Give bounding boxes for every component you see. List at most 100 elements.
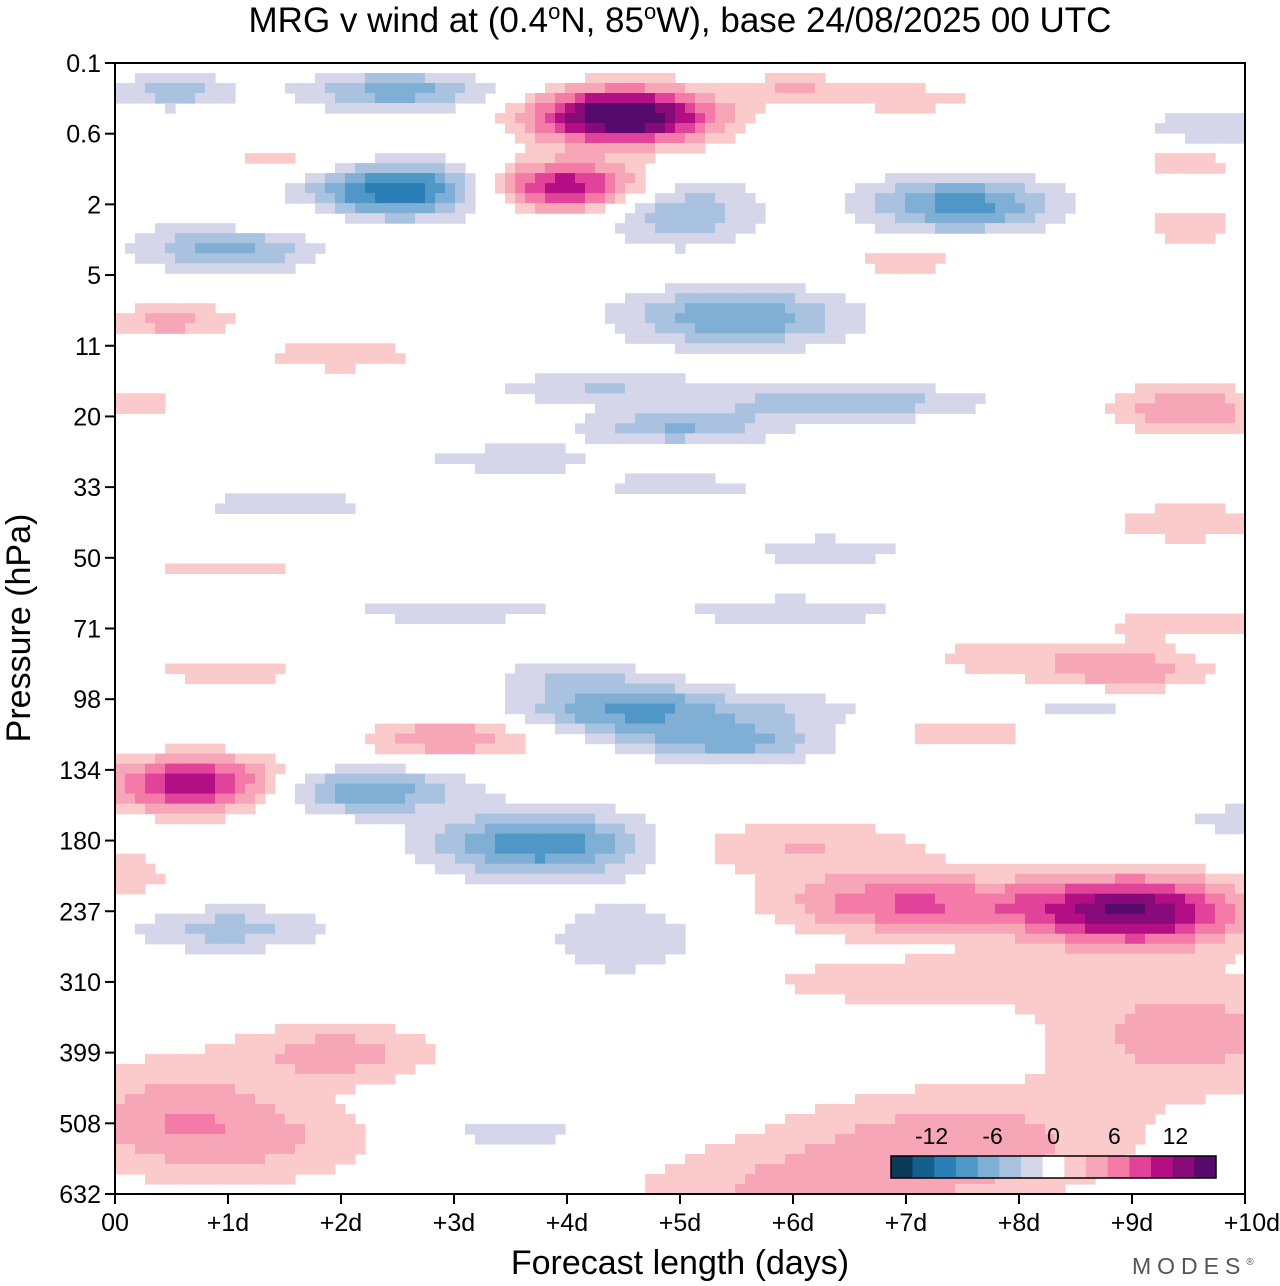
heatmap-cell — [475, 813, 486, 825]
heatmap-cell — [205, 1093, 216, 1105]
heatmap-cell — [1185, 163, 1196, 174]
heatmap-cell — [985, 223, 996, 234]
heatmap-cell — [525, 453, 536, 464]
heatmap-cell — [1165, 903, 1176, 915]
heatmap-cell — [865, 1123, 876, 1135]
heatmap-cell — [705, 683, 716, 695]
heatmap-cell — [865, 1103, 876, 1115]
heatmap-cell — [295, 193, 306, 204]
heatmap-cell — [1035, 1013, 1046, 1025]
heatmap-cell — [285, 1173, 296, 1185]
heatmap-cell — [595, 863, 606, 875]
heatmap-cell — [435, 783, 446, 795]
heatmap-cell — [1155, 963, 1166, 975]
heatmap-cell — [1145, 1003, 1156, 1015]
heatmap-cell — [785, 593, 796, 605]
heatmap-cell — [1125, 1003, 1136, 1015]
heatmap-cell — [1095, 943, 1106, 955]
heatmap-cell — [355, 203, 366, 214]
heatmap-cell — [395, 803, 406, 815]
heatmap-cell — [265, 1073, 276, 1085]
heatmap-cell — [865, 963, 876, 975]
heatmap-cell — [725, 333, 736, 344]
heatmap-cell — [1125, 393, 1136, 404]
heatmap-cell — [1045, 883, 1056, 895]
heatmap-cell — [965, 663, 976, 675]
heatmap-cell — [1205, 403, 1216, 414]
heatmap-cell — [785, 723, 796, 735]
heatmap-cell — [735, 483, 746, 494]
heatmap-cell — [165, 1153, 176, 1165]
heatmap-cell — [585, 813, 596, 825]
heatmap-cell — [1045, 923, 1056, 935]
heatmap-cell — [345, 1143, 356, 1155]
heatmap-cell — [655, 413, 666, 424]
heatmap-cell — [1025, 903, 1036, 915]
heatmap-cell — [245, 923, 256, 935]
heatmap-cell — [585, 723, 596, 735]
heatmap-cell — [145, 1073, 156, 1085]
heatmap-cell — [1195, 953, 1206, 965]
heatmap-cell — [435, 813, 446, 825]
heatmap-cell — [1165, 1083, 1176, 1095]
heatmap-cell — [835, 613, 846, 625]
heatmap-cell — [145, 233, 156, 244]
heatmap-cell — [565, 183, 576, 194]
heatmap-cell — [985, 173, 996, 184]
heatmap-cell — [485, 803, 496, 815]
heatmap-cell — [855, 203, 866, 214]
heatmap-cell — [755, 103, 766, 114]
heatmap-cell — [765, 1123, 776, 1135]
heatmap-cell — [125, 393, 136, 404]
heatmap-cell — [1055, 883, 1066, 895]
heatmap-cell — [165, 103, 176, 114]
heatmap-cell — [705, 333, 716, 344]
heatmap-cell — [755, 1143, 766, 1155]
heatmap-cell — [215, 763, 226, 775]
heatmap-cell — [745, 283, 756, 294]
heatmap-cell — [1185, 1003, 1196, 1015]
heatmap-cell — [675, 223, 686, 234]
heatmap-cell — [1105, 1143, 1116, 1155]
heatmap-cell — [775, 603, 786, 615]
heatmap-cell — [815, 1113, 826, 1125]
heatmap-cell — [1195, 1033, 1206, 1045]
heatmap-cell — [625, 733, 636, 745]
heatmap-cell — [505, 193, 516, 204]
heatmap-cell — [1175, 653, 1186, 665]
heatmap-cell — [825, 843, 836, 855]
heatmap-cell — [275, 923, 286, 935]
heatmap-cell — [745, 713, 756, 725]
heatmap-cell — [935, 1133, 946, 1145]
heatmap-cell — [585, 913, 596, 925]
heatmap-cell — [715, 103, 726, 114]
heatmap-cell — [555, 103, 566, 114]
heatmap-cell — [745, 613, 756, 625]
heatmap-cell — [255, 1073, 266, 1085]
heatmap-cell — [605, 383, 616, 394]
heatmap-cell — [205, 663, 216, 675]
heatmap-cell — [1065, 1053, 1076, 1065]
heatmap-cell — [125, 313, 136, 324]
heatmap-cell — [835, 543, 846, 555]
heatmap-cell — [355, 103, 366, 114]
heatmap-cell — [175, 1063, 186, 1075]
heatmap-cell — [435, 203, 446, 214]
heatmap-cell — [1125, 983, 1136, 995]
heatmap-cell — [405, 833, 416, 845]
heatmap-cell — [975, 983, 986, 995]
heatmap-cell — [765, 903, 776, 915]
heatmap-cell — [785, 423, 796, 434]
heatmap-cell — [535, 683, 546, 695]
heatmap-cell — [625, 843, 636, 855]
heatmap-cell — [615, 123, 626, 134]
heatmap-cell — [455, 803, 466, 815]
heatmap-cell — [875, 1113, 886, 1125]
heatmap-cell — [625, 383, 636, 394]
heatmap-cell — [1085, 1133, 1096, 1145]
heatmap-cell — [1055, 1083, 1066, 1095]
heatmap-cell — [1025, 1133, 1036, 1145]
heatmap-cell — [315, 243, 326, 254]
heatmap-cell — [305, 243, 316, 254]
heatmap-cell — [215, 243, 226, 254]
